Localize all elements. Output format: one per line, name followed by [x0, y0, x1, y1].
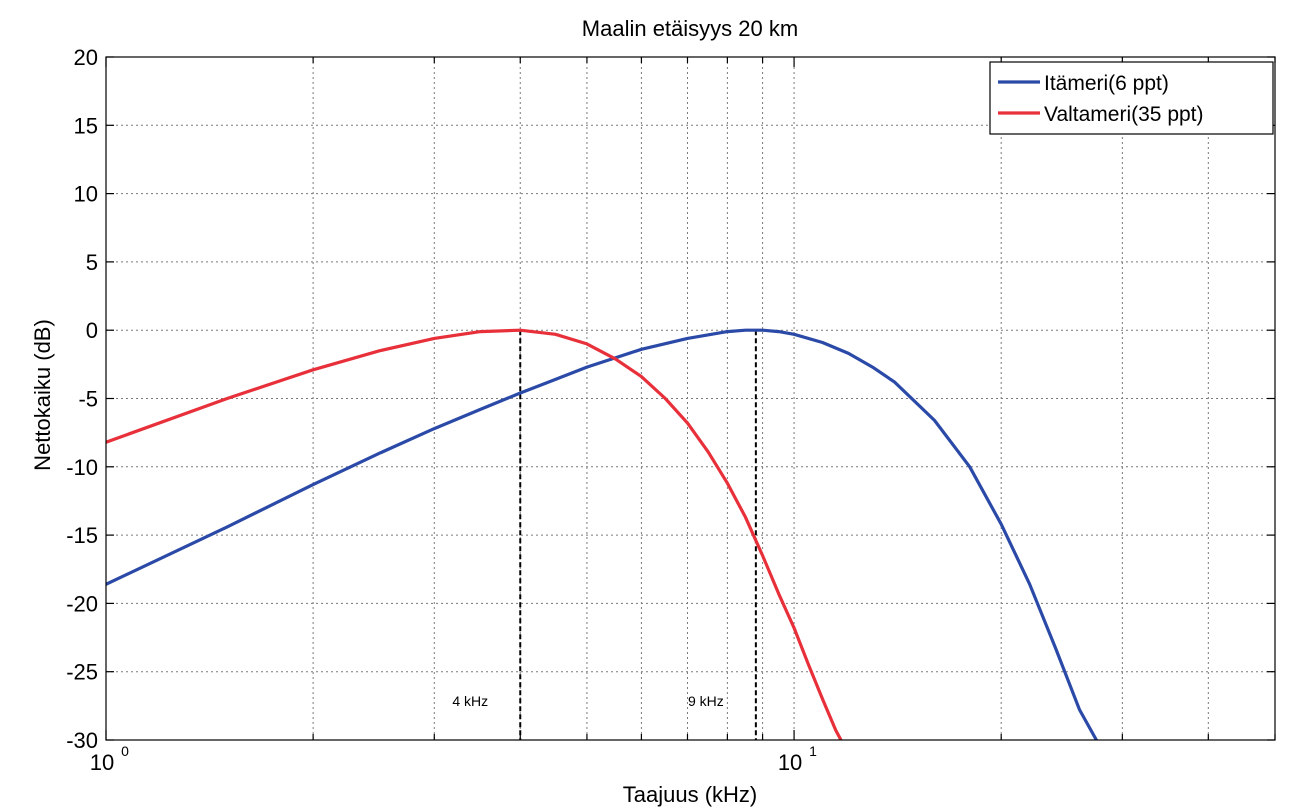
y-tick-label: -5: [78, 387, 98, 412]
y-tick-label: 5: [86, 250, 98, 275]
y-tick-label: -25: [66, 660, 98, 685]
y-tick-label: 15: [74, 113, 98, 138]
x-tick-label-exponent: 0: [121, 743, 129, 759]
legend-entry: Valtameri(35 ppt): [1044, 103, 1204, 126]
chart-title: Maalin etäisyys 20 km: [582, 16, 798, 41]
series-line-2: [106, 328, 843, 740]
x-tick-label-exponent: 1: [809, 743, 817, 759]
reference-lines: 4 kHz 9 kHz: [452, 330, 757, 740]
legend-box: [989, 61, 1274, 135]
x-tick-label: 10: [90, 750, 114, 775]
reference-line-label: 4 kHz: [452, 693, 488, 709]
y-axis-label: Nettokaiku (dB): [30, 319, 55, 471]
legend-entry: Itämeri(6 ppt): [1044, 72, 1169, 95]
x-tick-label: 10: [778, 750, 802, 775]
series-line-1: [106, 328, 1098, 740]
y-tick-label: 10: [74, 182, 98, 207]
y-tick-label: -30: [66, 728, 98, 753]
x-axis-label: Taajuus (kHz): [623, 782, 757, 807]
y-tick-label: 20: [74, 45, 98, 70]
series: [106, 328, 1098, 740]
y-tick-label: -15: [66, 523, 98, 548]
legend: Itämeri(6 ppt) Valtameri(35 ppt): [989, 61, 1274, 135]
y-tick-label: -10: [66, 455, 98, 480]
reference-line-label: 9 kHz: [688, 693, 724, 709]
y-tick-label: 0: [86, 318, 98, 343]
y-tick-label: -20: [66, 591, 98, 616]
